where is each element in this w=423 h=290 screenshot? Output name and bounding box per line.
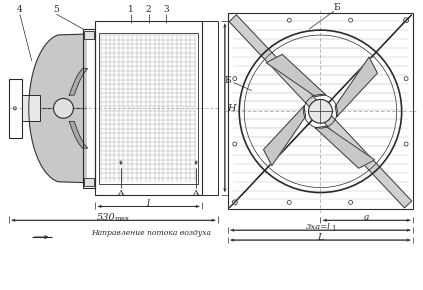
Polygon shape [335,57,377,117]
Polygon shape [266,55,326,97]
Circle shape [54,98,73,118]
Polygon shape [315,126,375,168]
Text: 530: 530 [96,213,115,222]
Polygon shape [229,15,412,208]
Bar [83,29,95,188]
Text: А: А [193,188,199,197]
Bar [99,33,198,184]
Polygon shape [264,106,306,166]
Text: max: max [114,215,129,223]
Bar [95,21,202,195]
Text: 3ха=l: 3ха=l [306,223,331,231]
Circle shape [308,99,332,123]
Polygon shape [29,34,86,183]
Bar [22,95,40,121]
Text: l: l [147,199,150,208]
Text: а: а [364,213,369,222]
Text: А: А [118,188,124,197]
Text: Б: Б [225,76,231,85]
Text: 4: 4 [17,5,23,14]
Bar [84,178,94,186]
Text: 1: 1 [331,225,335,233]
Text: 1: 1 [128,5,134,14]
Text: L: L [317,233,324,242]
Text: H: H [228,104,236,113]
Text: Б: Б [333,3,340,12]
Polygon shape [69,122,88,148]
Text: 2: 2 [146,5,151,14]
Polygon shape [69,68,88,95]
Bar [228,13,413,209]
Text: Направление потока воздуха: Направление потока воздуха [91,229,211,237]
Polygon shape [229,15,412,208]
Text: 3: 3 [164,5,169,14]
Bar [84,31,94,39]
Bar [9,79,22,138]
Text: 5: 5 [54,5,60,14]
